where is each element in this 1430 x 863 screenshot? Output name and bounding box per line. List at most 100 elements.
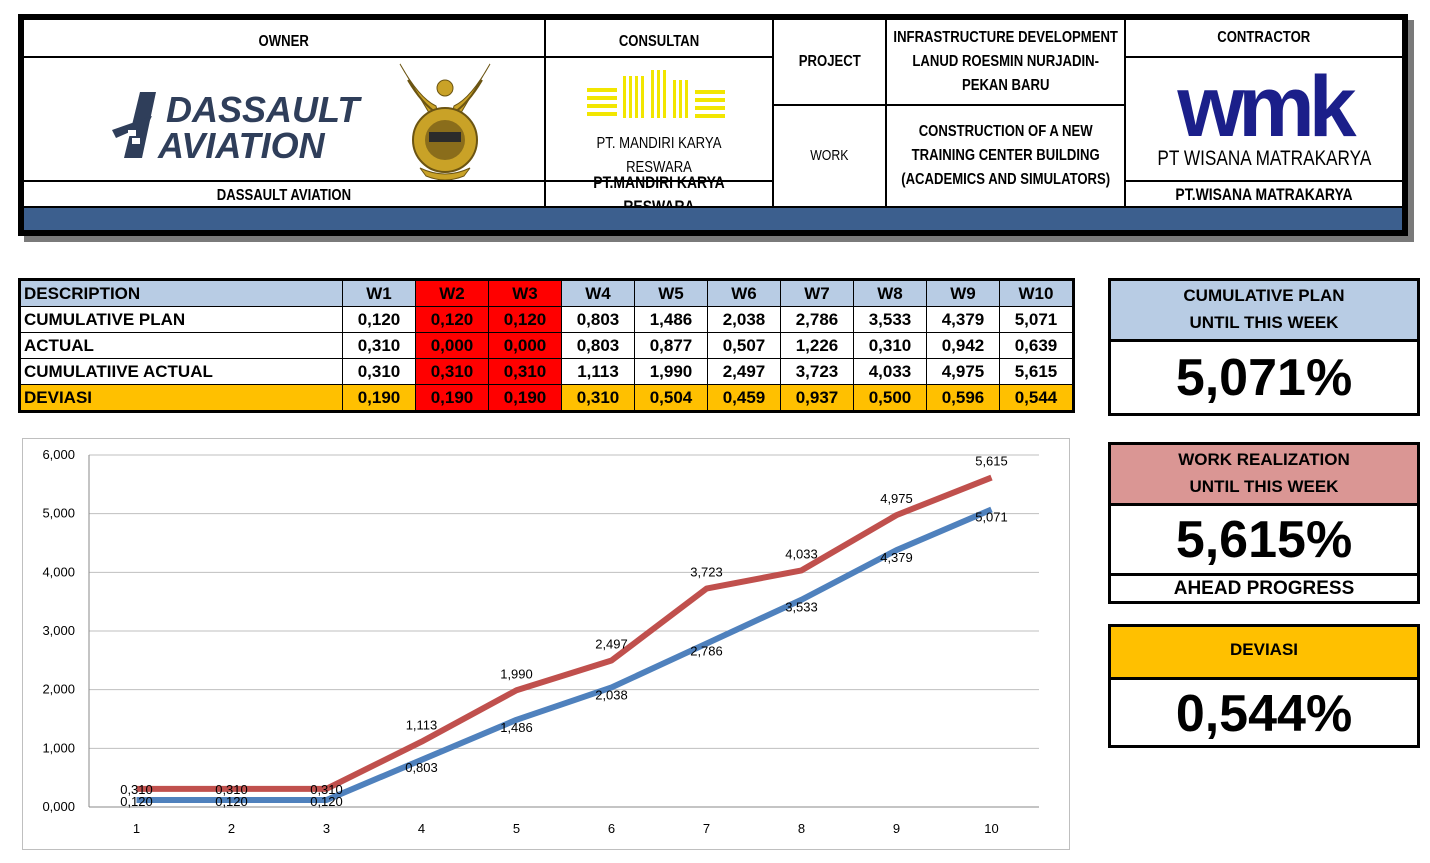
table-cell: 0,544 bbox=[999, 384, 1074, 412]
table-cell: 0,803 bbox=[561, 306, 635, 333]
column-header: W6 bbox=[707, 279, 781, 307]
owner-name: DASSAULT AVIATION bbox=[216, 187, 352, 204]
cumulative-plan-label-1: CUMULATIVE PLAN bbox=[1183, 286, 1345, 305]
cumulative-plan-header: CUMULATIVE PLAN UNTIL THIS WEEK bbox=[1111, 281, 1417, 342]
table-cell: 5,615 bbox=[999, 358, 1074, 385]
table-cell: 0,120 bbox=[488, 306, 562, 333]
data-label: 0,310 bbox=[120, 782, 153, 797]
cumulative-plan-box: CUMULATIVE PLAN UNTIL THIS WEEK 5,071% bbox=[1108, 278, 1420, 416]
owner-label: OWNER bbox=[258, 33, 310, 50]
table-cell: 3,533 bbox=[853, 306, 927, 333]
data-label: 2,786 bbox=[690, 644, 723, 659]
table-cell: 0,310 bbox=[488, 358, 562, 385]
data-label: 5,071 bbox=[975, 510, 1008, 525]
consultant-label-cell: CONSULTAN bbox=[546, 20, 772, 56]
wmk-logo: wmk bbox=[1177, 59, 1356, 155]
row-label: CUMULATIIVE ACTUAL bbox=[19, 358, 343, 385]
work-realization-box: WORK REALIZATION UNTIL THIS WEEK 5,615% … bbox=[1108, 442, 1420, 604]
data-label: 2,497 bbox=[595, 637, 628, 652]
contractor-label-cell: CONTRACTOR bbox=[1126, 20, 1402, 56]
progress-chart: 0,000 1,000 2,000 3,000 4,000 5,000 6,000 1 2 3 4 5… bbox=[22, 438, 1070, 850]
table-cell: 0,310 bbox=[561, 384, 635, 412]
table-row: CUMULATIVE PLAN 0,120 0,120 0,120 0,803 1,486… bbox=[19, 306, 1074, 333]
table-cell: 0,500 bbox=[853, 384, 927, 412]
y-tick-label: 3,000 bbox=[42, 623, 75, 638]
dassault-logo-text-1: DASSAULT bbox=[166, 89, 362, 130]
progress-table: DESCRIPTION W1 W2 W3 W4 W5 W6 W7 W8 W9 W10 CUMULATI… bbox=[18, 278, 1075, 413]
contractor-logo-cell: wmk PT WISANA MATRAKARYA bbox=[1126, 58, 1402, 180]
x-tick-label: 8 bbox=[798, 821, 805, 836]
table-cell: 0,190 bbox=[415, 384, 489, 412]
progress-chart-svg: 0,000 1,000 2,000 3,000 4,000 5,000 6,000 1 2 3 4 5… bbox=[42, 447, 1039, 836]
table-cell: 0,803 bbox=[561, 332, 635, 359]
consultant-logo-cell: PT. MANDIRI KARYA RESWARA bbox=[546, 58, 772, 180]
data-label: 1,113 bbox=[406, 718, 438, 733]
column-header: W5 bbox=[634, 279, 708, 307]
column-header: W7 bbox=[780, 279, 854, 307]
table-cell: 0,190 bbox=[342, 384, 416, 412]
progress-status: AHEAD PROGRESS bbox=[1111, 573, 1417, 604]
table-row: CUMULATIIVE ACTUAL 0,310 0,310 0,310 1,113 1,… bbox=[19, 358, 1074, 385]
table-cell: 0,000 bbox=[415, 332, 489, 359]
data-label: 4,975 bbox=[880, 491, 913, 506]
cumulative-plan-label-2: UNTIL THIS WEEK bbox=[1189, 313, 1339, 332]
table-cell: 0,120 bbox=[415, 306, 489, 333]
table-cell: 5,071 bbox=[999, 306, 1074, 333]
x-tick-label: 6 bbox=[608, 821, 615, 836]
dassault-logo-text-2: AVIATION bbox=[157, 125, 326, 166]
dassault-logo-icon bbox=[112, 92, 156, 158]
column-header: DESCRIPTION bbox=[19, 279, 343, 307]
work-realization-header: WORK REALIZATION UNTIL THIS WEEK bbox=[1111, 445, 1417, 506]
column-header: W10 bbox=[999, 279, 1074, 307]
contractor-name: PT.WISANA MATRAKARYA bbox=[1175, 185, 1353, 204]
x-tick-label: 2 bbox=[228, 821, 235, 836]
owner-label-cell: OWNER bbox=[24, 20, 544, 56]
table-cell: 4,379 bbox=[926, 306, 1000, 333]
table-cell: 3,723 bbox=[780, 358, 854, 385]
data-label: 4,379 bbox=[880, 550, 913, 565]
data-label: 3,533 bbox=[785, 600, 818, 615]
table-cell: 0,310 bbox=[342, 358, 416, 385]
table-cell: 1,990 bbox=[634, 358, 708, 385]
work-label-cell: WORK bbox=[774, 106, 885, 206]
row-label: ACTUAL bbox=[19, 332, 343, 359]
data-label: 0,803 bbox=[405, 760, 438, 775]
table-cell: 0,877 bbox=[634, 332, 708, 359]
data-label: 5,615 bbox=[975, 454, 1008, 469]
x-tick-label: 5 bbox=[513, 821, 520, 836]
y-tick-label: 0,000 bbox=[42, 799, 75, 814]
table-cell: 0,120 bbox=[342, 306, 416, 333]
table-row: DEVIASI 0,190 0,190 0,190 0,310 0,504 0,459 0,9… bbox=[19, 384, 1074, 412]
table-cell: 2,038 bbox=[707, 306, 781, 333]
table-cell: 2,497 bbox=[707, 358, 781, 385]
column-header: W9 bbox=[926, 279, 1000, 307]
project-value-cell: INFRASTRUCTURE DEVELOPMENT LANUD ROESMIN… bbox=[887, 20, 1124, 104]
row-label: CUMULATIVE PLAN bbox=[19, 306, 343, 333]
table-cell: 4,033 bbox=[853, 358, 927, 385]
data-label: 0,120 bbox=[310, 794, 343, 809]
contractor-name-cell: PT.WISANA MATRAKARYA bbox=[1126, 182, 1402, 206]
work-realization-label-2: UNTIL THIS WEEK bbox=[1189, 477, 1339, 496]
table-row: ACTUAL 0,310 0,000 0,000 0,803 0,877 0,507 1,22… bbox=[19, 332, 1074, 359]
table-cell: 2,786 bbox=[780, 306, 854, 333]
table-cell: 1,113 bbox=[561, 358, 635, 385]
table-cell: 0,639 bbox=[999, 332, 1074, 359]
table-cell: 0,310 bbox=[342, 332, 416, 359]
table-cell: 0,507 bbox=[707, 332, 781, 359]
x-tick-label: 1 bbox=[133, 821, 140, 836]
data-label: 3,723 bbox=[690, 565, 723, 580]
air-force-emblem-icon bbox=[399, 63, 491, 180]
table-cell: 0,459 bbox=[707, 384, 781, 412]
data-label: 4,033 bbox=[785, 546, 818, 561]
work-value-cell: CONSTRUCTION OF A NEW TRAINING CENTER BU… bbox=[887, 106, 1124, 206]
table-header-row: DESCRIPTION W1 W2 W3 W4 W5 W6 W7 W8 W9 W10 bbox=[19, 279, 1074, 307]
consultant-logo-text: PT. MANDIRI KARYA RESWARA bbox=[596, 135, 722, 176]
table-cell: 0,504 bbox=[634, 384, 708, 412]
column-header: W4 bbox=[561, 279, 635, 307]
table-cell: 0,190 bbox=[488, 384, 562, 412]
table-cell: 4,975 bbox=[926, 358, 1000, 385]
header-blue-band bbox=[24, 208, 1402, 230]
data-label: 0,120 bbox=[215, 794, 248, 809]
project-value: INFRASTRUCTURE DEVELOPMENT LANUD ROESMIN… bbox=[893, 29, 1118, 94]
owner-name-cell: DASSAULT AVIATION bbox=[24, 182, 544, 206]
